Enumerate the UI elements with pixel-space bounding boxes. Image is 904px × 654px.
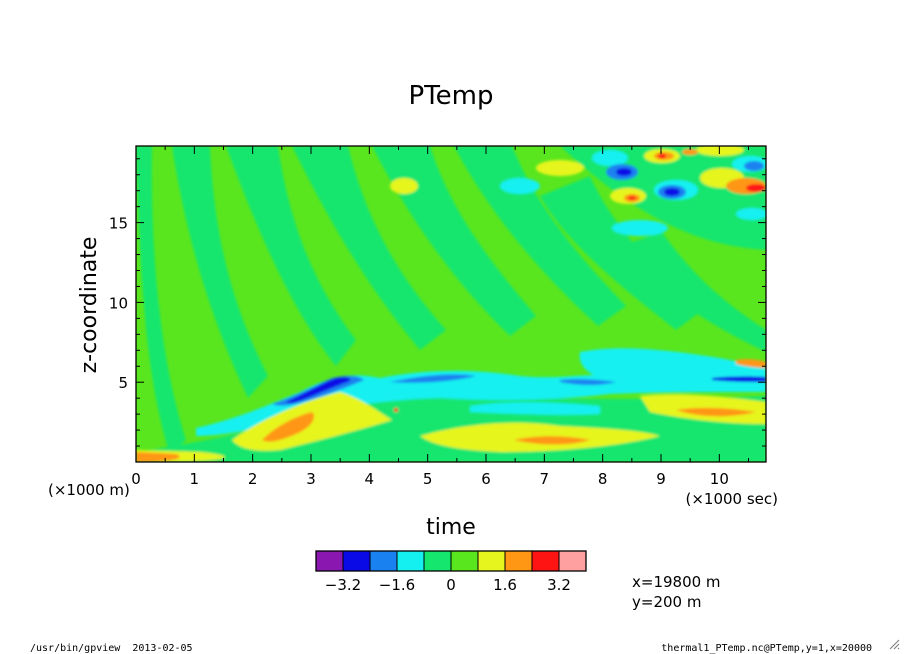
- footer-right: thermal1_PTemp.nc@PTemp,y=1,x=20000: [661, 643, 872, 654]
- band-3: [226, 146, 356, 366]
- band-4: [292, 146, 446, 350]
- orange-strip-bottom: [136, 452, 180, 462]
- blue-core-2: [286, 377, 351, 404]
- cell-red-3: [746, 184, 766, 192]
- cell-yellow-1: [536, 160, 584, 176]
- x-axis-label: time: [426, 515, 476, 540]
- annotation-y: y=200 m: [632, 593, 701, 611]
- cell-blue-1-core: [616, 168, 632, 176]
- y-axis-unit: (×1000 m): [48, 481, 130, 499]
- colorbar-swatch-8: [531, 550, 560, 572]
- colorbar-swatch-1: [342, 550, 371, 572]
- colorbar-swatch-4: [423, 550, 452, 572]
- orange-core-3: [676, 407, 756, 417]
- cell-orange-4: [682, 149, 698, 155]
- band-7: [540, 176, 700, 330]
- y-tick-label-1: 10: [109, 294, 128, 312]
- cell-yellow-5: [390, 178, 418, 194]
- x-axis-unit: (×1000 sec): [685, 490, 778, 508]
- colorbar-label-0: −3.2: [325, 576, 361, 594]
- footer-left: /usr/bin/gpview 2013-02-05: [30, 643, 193, 654]
- colorbar-swatch-3: [396, 550, 425, 572]
- colorbar-frame: [315, 550, 587, 572]
- x-tick-label-9: 9: [656, 470, 666, 488]
- x-tick-label-4: 4: [365, 470, 375, 488]
- orange-core-2: [514, 436, 590, 445]
- plot-area: [136, 146, 766, 462]
- cell-blue-3: [744, 161, 764, 171]
- chart-title: PTemp: [409, 81, 494, 111]
- x-tick-label-5: 5: [423, 470, 433, 488]
- x-tick-label-6: 6: [481, 470, 491, 488]
- cyan-patch-mid: [470, 402, 600, 415]
- field-bands: [136, 146, 766, 462]
- plot-frame: [135, 145, 767, 463]
- colorbar-swatch-7: [504, 550, 533, 572]
- x-tick-label-0: 0: [131, 470, 141, 488]
- orange-core-1: [262, 412, 315, 442]
- x-tick-label-3: 3: [306, 470, 316, 488]
- band-6: [454, 146, 626, 326]
- cell-red-1: [658, 153, 666, 159]
- x-axis: 0 1 2 3 4 5 6 7 8 9 10: [131, 146, 749, 488]
- band-1: [136, 146, 186, 455]
- colorbar-label-2: 0: [446, 576, 456, 594]
- cell-red-2: [628, 196, 636, 200]
- blue-patch-mid: [560, 379, 616, 385]
- y-tick-label-0: 5: [118, 374, 128, 392]
- colorbar-swatch-6: [477, 550, 506, 572]
- band-5: [372, 146, 536, 336]
- y-tick-label-2: 15: [109, 215, 128, 233]
- colorbar-label-4: 3.2: [547, 576, 571, 594]
- annotation-x: x=19800 m: [632, 573, 721, 591]
- blue-core-3: [390, 374, 476, 383]
- band-2: [172, 146, 268, 398]
- band-8: [620, 232, 766, 352]
- x-tick-label-8: 8: [598, 470, 608, 488]
- cell-blue-2-core: [664, 188, 680, 196]
- colorbar-label-3: 1.6: [493, 576, 517, 594]
- x-tick-label-7: 7: [540, 470, 550, 488]
- y-axis: 5 10 15: [109, 158, 766, 447]
- y-axis-label: z-coordinate: [77, 237, 102, 374]
- cell-cyan-5: [612, 220, 668, 236]
- blue-core-right: [712, 376, 766, 382]
- colorbar-swatch-2: [369, 550, 398, 572]
- colorbar-swatch-5: [450, 550, 479, 572]
- x-tick-label-1: 1: [190, 470, 200, 488]
- x-tick-label-2: 2: [248, 470, 258, 488]
- cell-yellow-6: [696, 146, 744, 156]
- orange-patch-right: [736, 359, 766, 368]
- colorbar-swatch-9: [558, 550, 587, 572]
- cell-red-small: [394, 408, 398, 412]
- cell-cyan-2: [500, 178, 540, 194]
- colorbar-swatch-0: [315, 550, 344, 572]
- cell-cyan-6: [736, 208, 766, 220]
- colorbar-label-1: −1.6: [379, 576, 415, 594]
- resize-grip-icon[interactable]: [888, 638, 900, 650]
- cell-cyan-1: [592, 150, 628, 166]
- colorbar: −3.2 −1.6 0 1.6 3.2: [315, 550, 587, 594]
- x-tick-label-10: 10: [710, 470, 729, 488]
